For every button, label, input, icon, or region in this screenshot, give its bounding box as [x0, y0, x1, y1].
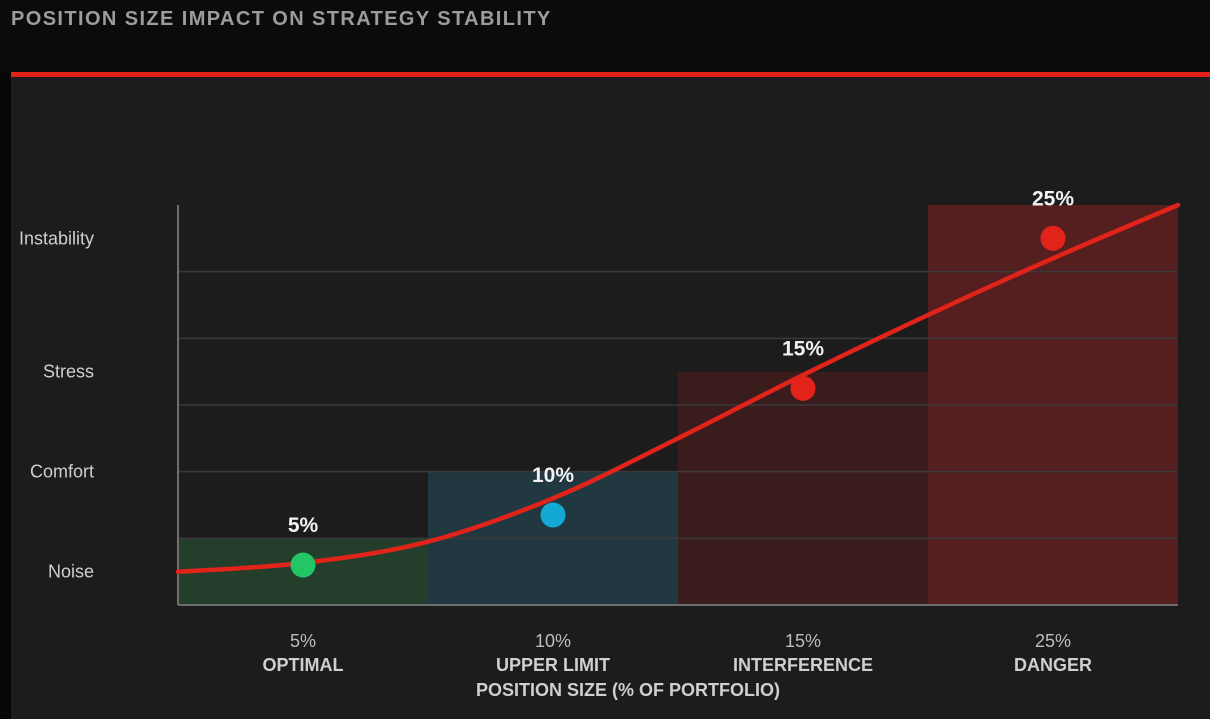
title-bar: POSITION SIZE IMPACT ON STRATEGY STABILI… [0, 0, 1210, 72]
data-point [540, 502, 566, 528]
data-label: 5% [288, 514, 319, 537]
accent-rule [11, 72, 1210, 77]
x-tick-label: 5% [290, 631, 316, 651]
stability-curve [175, 202, 1181, 574]
x-tick-label: 25% [1035, 631, 1071, 651]
data-label: 25% [1032, 187, 1074, 210]
data-point [1040, 225, 1066, 251]
data-point [790, 375, 816, 401]
y-level-label: Stress [43, 362, 94, 382]
y-level-label: Instability [19, 228, 94, 248]
x-tick-label: 15% [785, 631, 821, 651]
x-category-label: OPTIMAL [263, 655, 344, 675]
x-tick-label: 10% [535, 631, 571, 651]
data-point [290, 552, 316, 578]
y-level-label: Noise [48, 562, 94, 582]
band-interference [678, 371, 928, 605]
page-title: POSITION SIZE IMPACT ON STRATEGY STABILI… [11, 8, 552, 30]
x-category-label: UPPER LIMIT [496, 655, 610, 675]
data-label: 10% [532, 464, 574, 487]
x-axis-title: POSITION SIZE (% OF PORTFOLIO) [476, 680, 780, 700]
x-category-label: DANGER [1014, 655, 1092, 675]
y-level-label: Comfort [30, 462, 94, 482]
x-category-label: INTERFERENCE [733, 655, 873, 675]
data-label: 15% [782, 337, 824, 360]
